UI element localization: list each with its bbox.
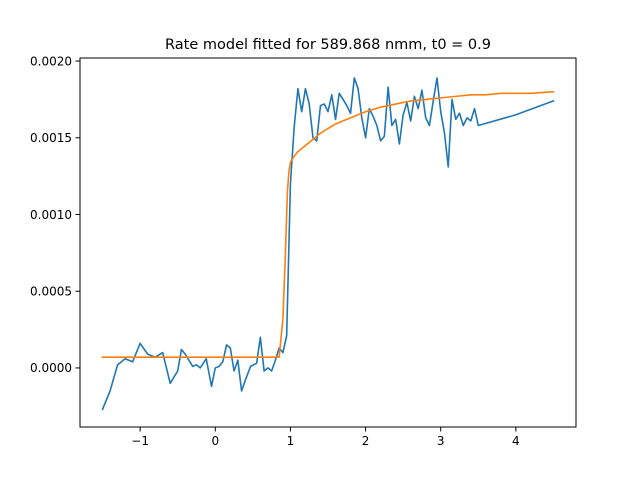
x-tick-label: 3: [437, 434, 445, 448]
chart-title: Rate model fitted for 589.868 nmm, t0 = …: [165, 37, 491, 53]
x-tick-label: 2: [362, 434, 370, 448]
x-tick-label: 0: [211, 434, 219, 448]
x-tick-label: −1: [131, 434, 149, 448]
y-tick-label: 0.0000: [30, 361, 72, 375]
x-tick-label: 4: [512, 434, 520, 448]
y-tick-label: 0.0010: [30, 208, 72, 222]
x-tick-label: 1: [287, 434, 295, 448]
plot-area: −1 0 1 2 3 4 0.0000 0.0005 0.0010 0.0015 0.0020: [30, 54, 577, 448]
series-line-data: [101, 77, 555, 411]
y-tick-label: 0.0005: [30, 285, 72, 299]
axes-frame: [79, 57, 577, 428]
series-line-fit: [101, 90, 555, 358]
y-tick-label: 0.0015: [30, 131, 72, 145]
y-tick-label: 0.0020: [30, 54, 72, 68]
